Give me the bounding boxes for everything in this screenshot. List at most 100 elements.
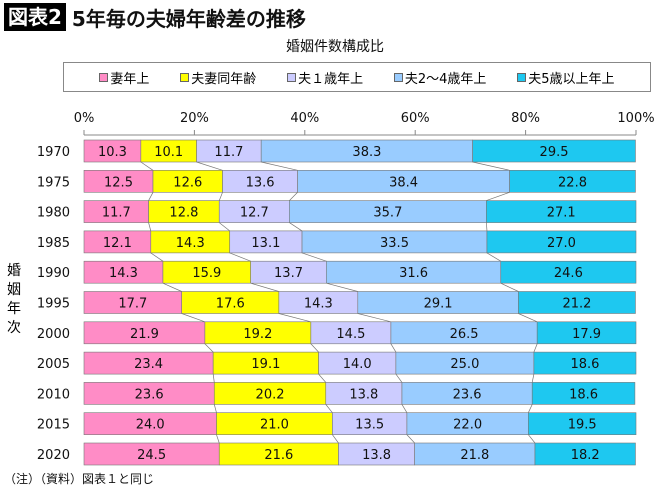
series-line bbox=[162, 282, 182, 292]
x-tick-label: 40% bbox=[290, 111, 319, 126]
data-label: 14.3 bbox=[109, 266, 138, 281]
data-label: 14.3 bbox=[176, 236, 205, 251]
data-label: 22.8 bbox=[558, 175, 587, 190]
data-label: 11.7 bbox=[214, 145, 243, 160]
series-line bbox=[486, 222, 488, 231]
bar-segment bbox=[509, 170, 636, 193]
data-label: 23.6 bbox=[135, 387, 164, 402]
data-label: 10.3 bbox=[98, 145, 127, 160]
series-line bbox=[332, 434, 339, 444]
y-tick-label: 2010 bbox=[37, 387, 70, 402]
series-line bbox=[289, 222, 303, 232]
data-label: 19.2 bbox=[243, 327, 272, 342]
series-line bbox=[148, 192, 154, 201]
figure-badge: 図表2 bbox=[4, 3, 66, 31]
data-label: 17.9 bbox=[572, 327, 601, 342]
bar-segment bbox=[472, 139, 636, 163]
data-label: 21.9 bbox=[130, 327, 159, 342]
data-label: 27.1 bbox=[547, 206, 576, 221]
y-tick-label: 1995 bbox=[37, 297, 70, 312]
series-line bbox=[216, 434, 220, 444]
series-line bbox=[212, 374, 215, 383]
data-label: 21.0 bbox=[260, 418, 289, 433]
series-line bbox=[213, 404, 217, 413]
y-tick-label: 1975 bbox=[37, 175, 70, 190]
series-line bbox=[395, 373, 403, 383]
series-line bbox=[289, 192, 298, 201]
y-tick-label: 1985 bbox=[37, 236, 70, 251]
y-tick-label: 1980 bbox=[37, 206, 70, 221]
data-label: 18.6 bbox=[569, 387, 598, 402]
data-label: 17.6 bbox=[216, 297, 245, 312]
series-line bbox=[325, 404, 333, 413]
series-line bbox=[390, 343, 397, 353]
series-line bbox=[528, 434, 536, 444]
data-label: 24.0 bbox=[136, 418, 165, 433]
data-label: 23.4 bbox=[134, 357, 163, 372]
series-line bbox=[301, 252, 327, 262]
series-line bbox=[486, 191, 510, 201]
legend-swatch bbox=[287, 72, 297, 82]
data-label: 14.0 bbox=[343, 357, 372, 372]
bar-segment bbox=[486, 230, 637, 254]
data-label: 20.2 bbox=[256, 387, 285, 402]
data-label: 18.6 bbox=[570, 357, 599, 372]
data-label: 13.6 bbox=[246, 175, 275, 190]
bar-segment bbox=[533, 351, 637, 375]
y-tick-label: 2015 bbox=[37, 418, 70, 433]
legend-item: 夫5歳以上年上 bbox=[517, 68, 615, 87]
data-label: 13.1 bbox=[251, 236, 280, 251]
legend-label: 妻年上 bbox=[110, 71, 150, 87]
data-label: 26.5 bbox=[450, 327, 479, 342]
page-title: 5年毎の夫婦年齢差の推移 bbox=[71, 6, 306, 31]
data-label: 27.0 bbox=[547, 236, 576, 251]
series-line bbox=[533, 343, 538, 353]
legend-swatch bbox=[180, 72, 190, 82]
legend-swatch bbox=[517, 72, 527, 82]
series-line bbox=[218, 192, 223, 201]
series-line bbox=[528, 404, 533, 413]
series-line bbox=[229, 252, 251, 262]
data-label: 13.7 bbox=[274, 266, 303, 281]
y-tick-label: 2020 bbox=[37, 448, 70, 463]
data-label: 19.5 bbox=[568, 418, 597, 433]
series-line bbox=[406, 434, 415, 444]
legend-item: 夫妻同年齢 bbox=[180, 68, 256, 87]
series-line bbox=[531, 374, 535, 383]
footnote: （注）（資料）図表１と同じ bbox=[4, 472, 155, 486]
data-label: 25.0 bbox=[450, 357, 479, 372]
bar-segment bbox=[486, 200, 637, 223]
data-label: 22.0 bbox=[453, 418, 482, 433]
series-line bbox=[219, 222, 230, 232]
data-label: 29.5 bbox=[540, 145, 569, 160]
legend-item: 妻年上 bbox=[99, 68, 149, 87]
legend-swatch bbox=[99, 72, 109, 82]
y-tick-label: 1970 bbox=[37, 145, 70, 160]
series-line bbox=[181, 313, 206, 323]
bar-segment bbox=[536, 321, 637, 345]
series-line bbox=[250, 282, 279, 292]
data-label: 13.8 bbox=[349, 387, 378, 402]
data-label: 38.3 bbox=[352, 145, 381, 160]
series-line bbox=[310, 343, 319, 353]
x-tick-label: 80% bbox=[511, 111, 540, 126]
data-label: 12.1 bbox=[103, 236, 132, 251]
legend-label: 夫１歳年上 bbox=[298, 71, 364, 87]
data-label: 23.6 bbox=[453, 387, 482, 402]
data-label: 31.6 bbox=[399, 266, 428, 281]
legend-label: 夫妻同年齢 bbox=[191, 71, 257, 87]
data-label: 33.5 bbox=[380, 236, 409, 251]
y-tick-label: 1990 bbox=[37, 266, 70, 281]
y-tick-label: 2000 bbox=[37, 327, 70, 342]
data-label: 12.6 bbox=[173, 175, 202, 190]
data-label: 35.7 bbox=[373, 206, 402, 221]
data-label: 21.8 bbox=[460, 448, 489, 463]
data-label: 21.6 bbox=[264, 448, 293, 463]
legend-label: 夫2～4歳年上 bbox=[404, 71, 487, 87]
chart-title: 婚姻件数構成比 bbox=[286, 39, 384, 55]
bar-segment bbox=[534, 442, 636, 466]
series-line bbox=[518, 313, 538, 323]
bar-segment bbox=[500, 260, 637, 284]
series-line bbox=[357, 313, 391, 323]
